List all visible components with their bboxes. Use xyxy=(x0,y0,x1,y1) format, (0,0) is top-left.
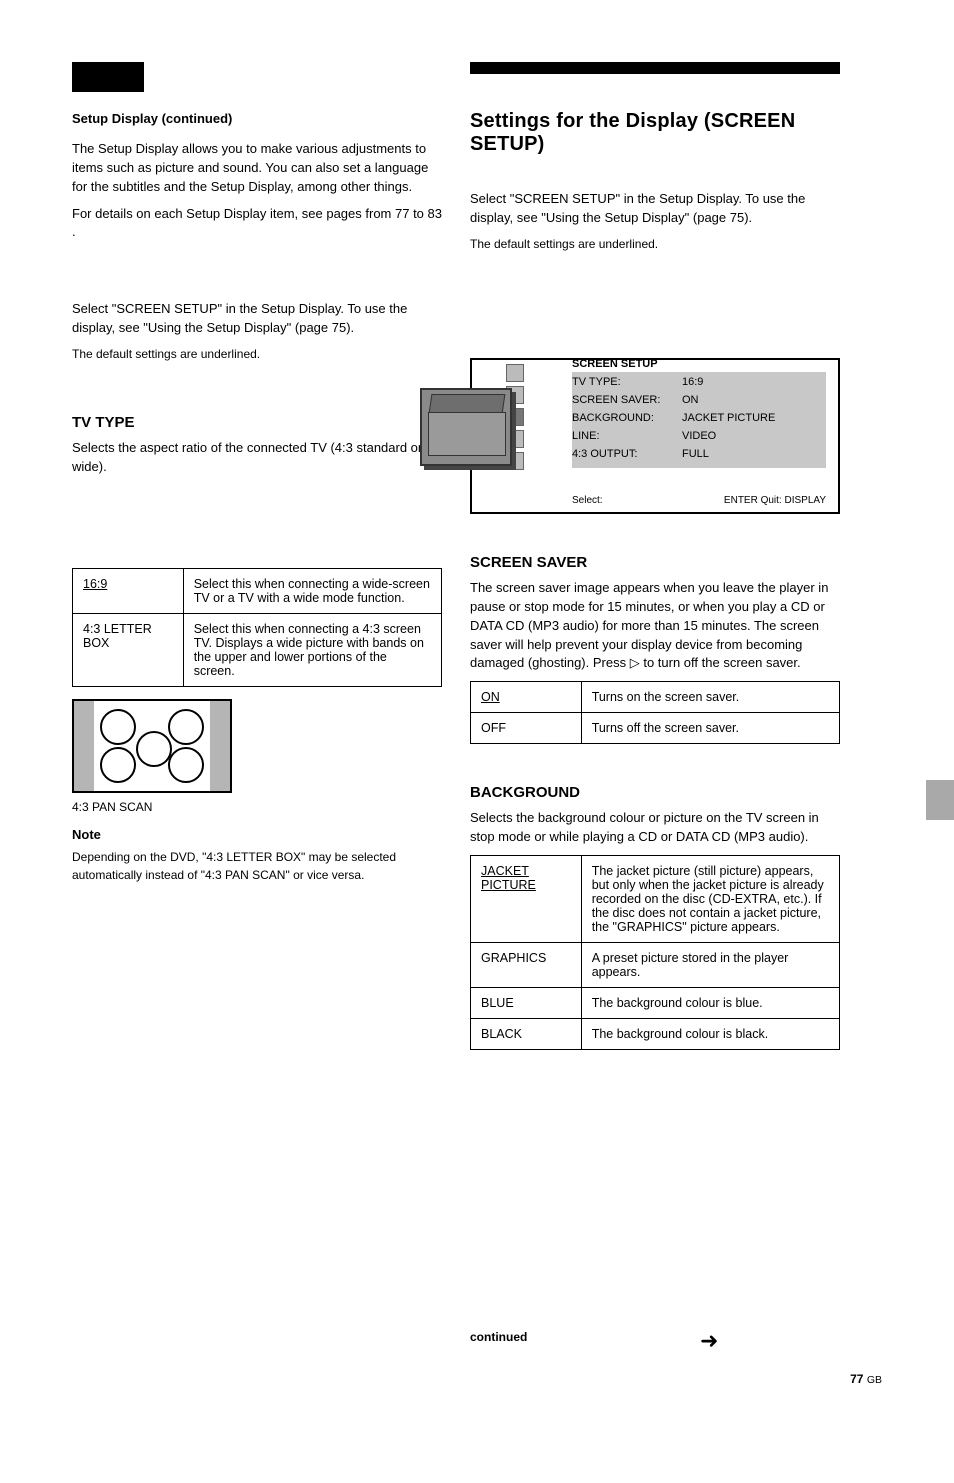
osd-footer-left: Select: xyxy=(572,495,603,506)
panscan-circle xyxy=(100,709,136,745)
tv-type-16-9: 16:9 xyxy=(83,577,107,591)
tv-type-heading: TV TYPE xyxy=(72,414,442,431)
bg-black-desc: The background colour is black. xyxy=(581,1018,839,1049)
table-row: 16:9 Select this when connecting a wide-… xyxy=(73,569,442,614)
screensaver-table: ON Turns on the screen saver. OFF Turns … xyxy=(470,681,840,744)
osd-row: SCREEN SAVER: ON xyxy=(572,394,826,412)
panscan-caption: 4:3 PAN SCAN xyxy=(72,799,442,816)
tv-type-43lb: 4:3 LETTER BOX xyxy=(73,614,184,687)
intro-text: The Setup Display allows you to make var… xyxy=(72,140,442,197)
page-number-value: 77 xyxy=(850,1372,863,1386)
bg-graphics: GRAPHICS xyxy=(471,942,582,987)
nav-instruction: Select "SCREEN SETUP" in the Setup Displ… xyxy=(72,300,442,338)
right-default-note: The default settings are underlined. xyxy=(470,236,840,253)
osd-row: LINE: VIDEO xyxy=(572,430,826,448)
table-row: BLUE The background colour is blue. xyxy=(471,987,840,1018)
screensaver-body: The screen saver image appears when you … xyxy=(470,579,840,673)
background-body: Selects the background colour or picture… xyxy=(470,809,840,847)
tv-type-body: Selects the aspect ratio of the connecte… xyxy=(72,439,442,477)
page-number: 77 GB xyxy=(850,1372,882,1386)
osd-mock: SCREEN SETUP TV TYPE: 16:9 SCREEN SAVER:… xyxy=(470,358,840,514)
bg-jacket: JACKET PICTURE xyxy=(481,864,536,892)
continued-footer: continued xyxy=(470,1330,840,1344)
right-nav-instruction: Select "SCREEN SETUP" in the Setup Displ… xyxy=(470,190,840,228)
osd-row: TV TYPE: 16:9 xyxy=(572,376,826,394)
note-heading: Note xyxy=(72,826,442,845)
tv-type-16-9-desc: Select this when connecting a wide-scree… xyxy=(183,569,441,614)
osd-row-label: TV TYPE: xyxy=(572,376,682,394)
bg-black: BLACK xyxy=(471,1018,582,1049)
continued-text: continued xyxy=(470,1330,527,1344)
play-icon: ▷ xyxy=(630,655,640,670)
ss-off: OFF xyxy=(471,713,582,744)
bg-jacket-desc: The jacket picture (still picture) appea… xyxy=(581,855,839,942)
tv-type-table: 16:9 Select this when connecting a wide-… xyxy=(72,568,442,687)
panscan-circle xyxy=(168,747,204,783)
detail-range-prefix: For details on each Setup Display item, … xyxy=(72,206,395,221)
osd-footer: Select: ENTER Quit: DISPLAY xyxy=(572,495,826,506)
osd-row-label: 4:3 OUTPUT: xyxy=(572,448,682,466)
osd-row-label: BACKGROUND: xyxy=(572,412,682,430)
osd-row-value: 16:9 xyxy=(682,376,703,394)
page-corner-badge xyxy=(72,62,144,92)
osd-tab-icon xyxy=(506,364,524,382)
table-row: JACKET PICTURE The jacket picture (still… xyxy=(471,855,840,942)
section-rule xyxy=(470,62,840,74)
osd-row: 4:3 OUTPUT: FULL xyxy=(572,448,826,466)
background-table: JACKET PICTURE The jacket picture (still… xyxy=(470,855,840,1050)
bg-blue-desc: The background colour is blue. xyxy=(581,987,839,1018)
screensaver-heading: SCREEN SAVER xyxy=(470,554,840,571)
panscan-circle xyxy=(100,747,136,783)
page-number-suffix: GB xyxy=(867,1374,882,1386)
osd-footer-right: ENTER Quit: DISPLAY xyxy=(724,495,826,506)
osd-row-label: SCREEN SAVER: xyxy=(572,394,682,412)
setup-display-cont: Setup Display (continued) xyxy=(72,110,442,129)
default-note: The default settings are underlined. xyxy=(72,346,442,363)
panscan-diagram xyxy=(72,699,232,793)
tv-type-43lb-desc: Select this when connecting a 4:3 screen… xyxy=(183,614,441,687)
bg-blue: BLUE xyxy=(471,987,582,1018)
toolbox-icon xyxy=(420,388,512,466)
osd-row-value: JACKET PICTURE xyxy=(682,412,775,430)
screensaver-body-2: to turn off the screen saver. xyxy=(643,655,800,670)
osd-row-value: VIDEO xyxy=(682,430,716,448)
detail-range-pages: 77 to 83 xyxy=(395,206,442,221)
osd-row-value: ON xyxy=(682,394,699,412)
table-row: 4:3 LETTER BOX Select this when connecti… xyxy=(73,614,442,687)
note-body: Depending on the DVD, "4:3 LETTER BOX" m… xyxy=(72,849,442,884)
panscan-bar-right xyxy=(210,701,230,791)
panscan-circle xyxy=(136,731,172,767)
table-row: GRAPHICS A preset picture stored in the … xyxy=(471,942,840,987)
bg-graphics-desc: A preset picture stored in the player ap… xyxy=(581,942,839,987)
table-row: BLACK The background colour is black. xyxy=(471,1018,840,1049)
osd-row-value: FULL xyxy=(682,448,709,466)
side-tab xyxy=(926,780,954,820)
detail-range: For details on each Setup Display item, … xyxy=(72,205,442,243)
osd-row: BACKGROUND: JACKET PICTURE xyxy=(572,412,826,430)
background-heading: BACKGROUND xyxy=(470,784,840,801)
panscan-circle xyxy=(168,709,204,745)
detail-range-suffix: . xyxy=(72,224,76,239)
screen-setup-title: Settings for the Display (SCREEN SETUP) xyxy=(470,110,840,156)
osd-row-label: LINE: xyxy=(572,430,682,448)
ss-on: ON xyxy=(481,690,500,704)
continued-arrow-icon: ➜ xyxy=(700,1328,718,1354)
panscan-bar-left xyxy=(74,701,94,791)
osd-panel-title: SCREEN SETUP xyxy=(572,358,658,370)
ss-on-desc: Turns on the screen saver. xyxy=(581,682,839,713)
ss-off-desc: Turns off the screen saver. xyxy=(581,713,839,744)
table-row: ON Turns on the screen saver. xyxy=(471,682,840,713)
table-row: OFF Turns off the screen saver. xyxy=(471,713,840,744)
